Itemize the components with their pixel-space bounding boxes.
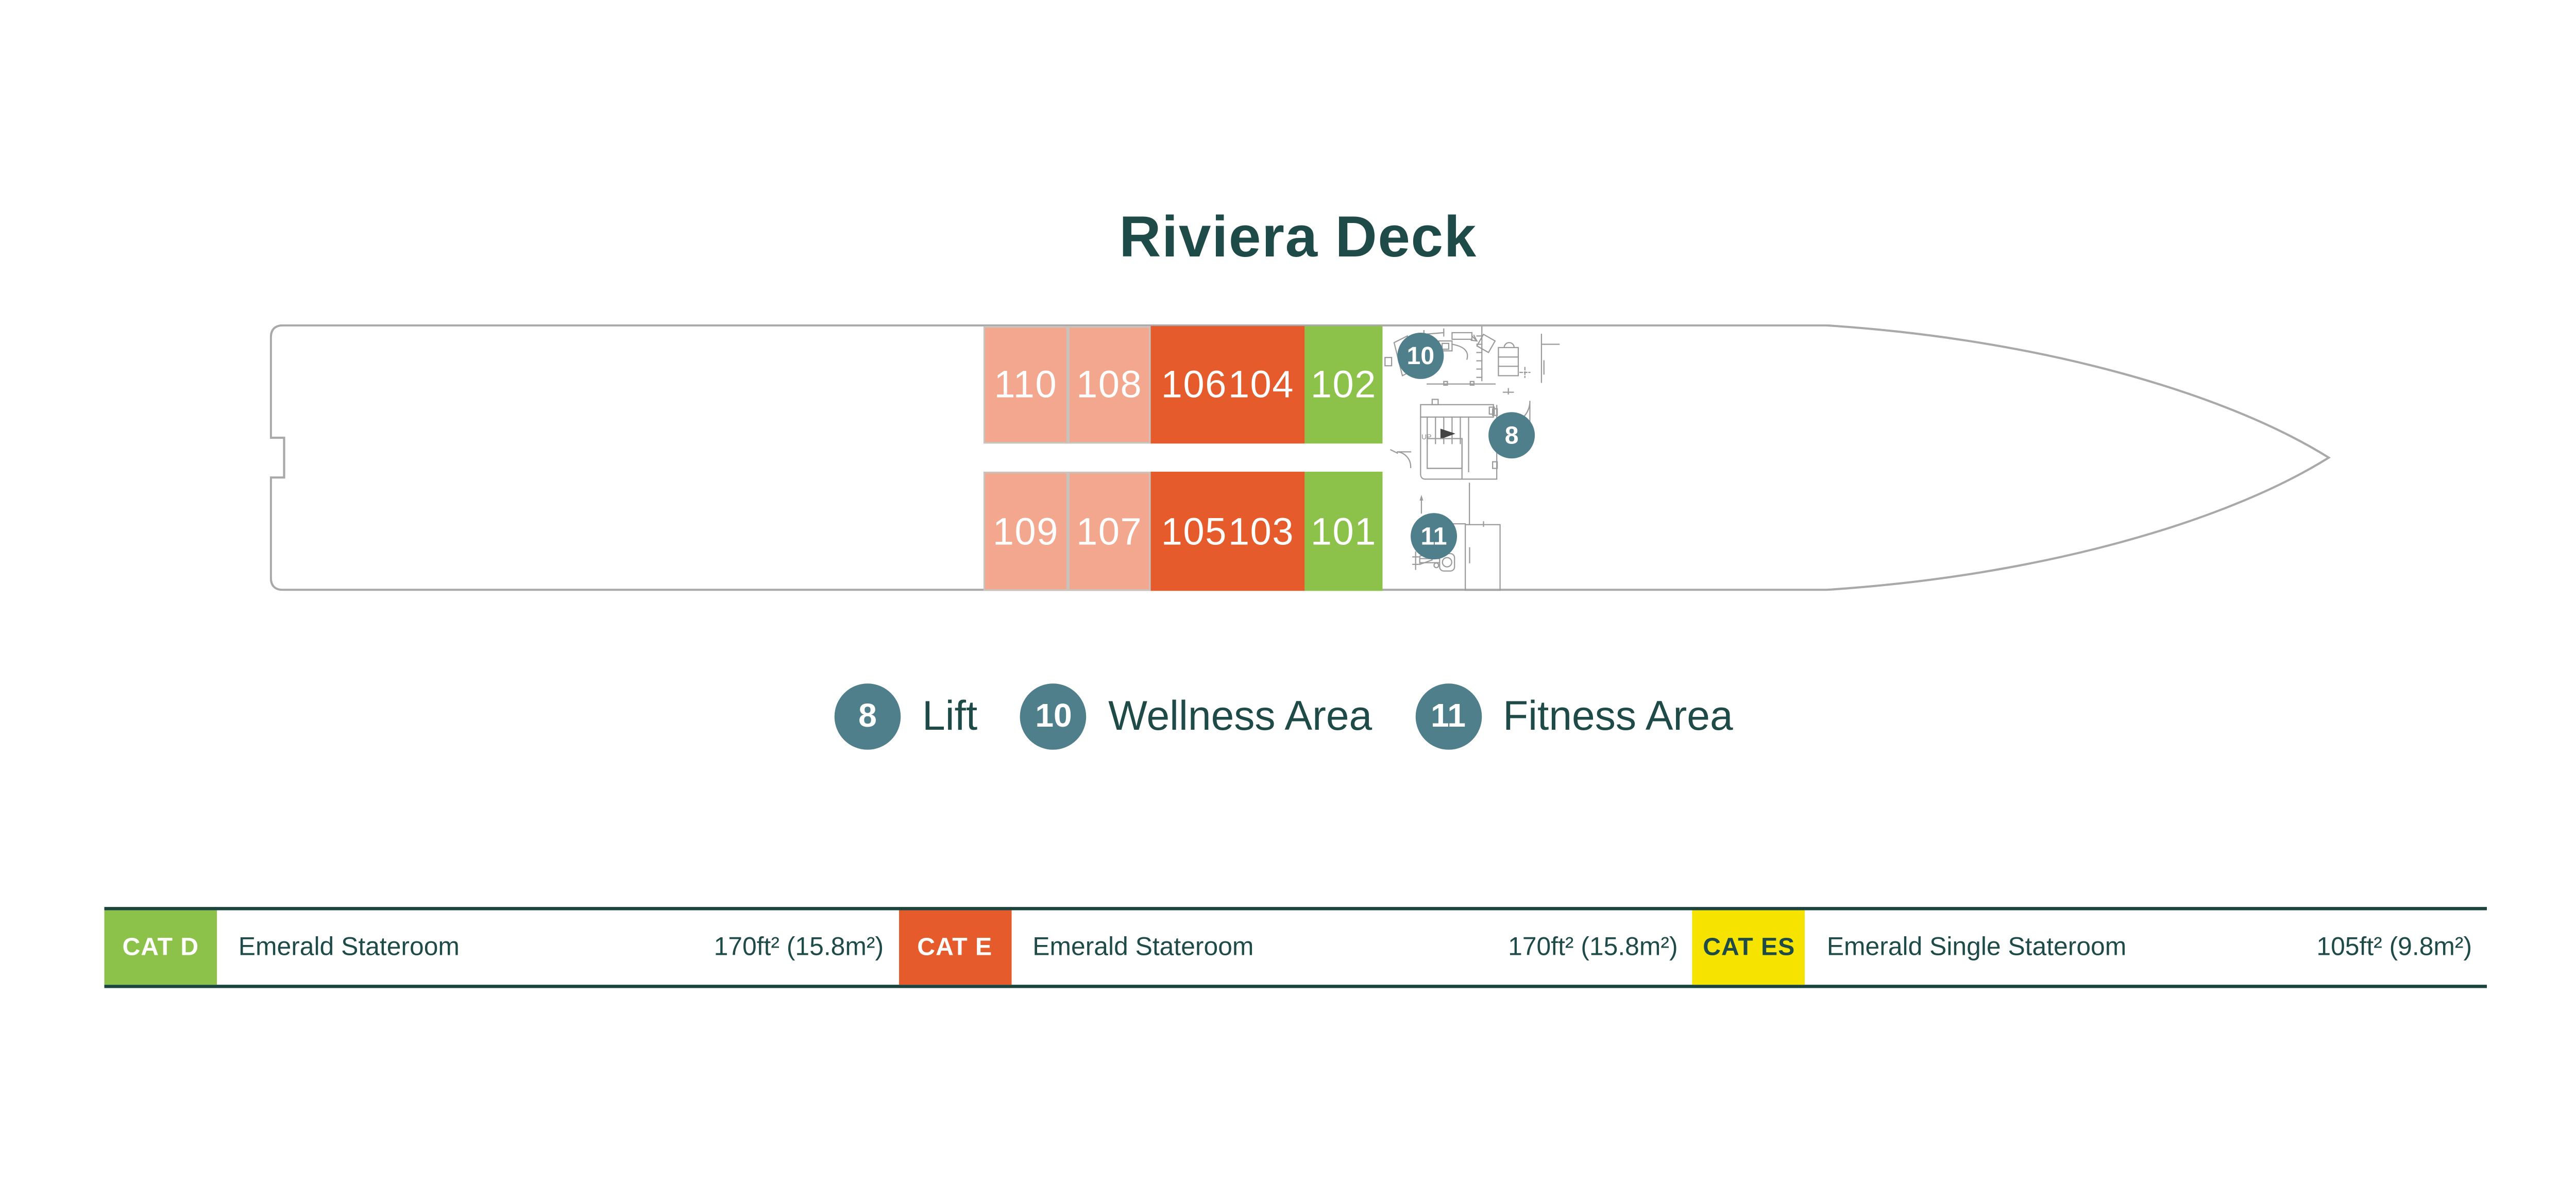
legend-badge: 8 [834,683,901,750]
category-swatch: CAT E [898,910,1011,985]
category-name: Emerald Stateroom [1032,932,1254,961]
room-number: 110 [994,362,1058,406]
facility-legend: 8 Lift 10 Wellness Area 11 Fitness Area [834,683,1733,750]
room-number: 103 [1228,509,1295,552]
room-101[interactable]: 101 [1304,471,1383,591]
room-number: 102 [1310,362,1377,406]
marker-number: 10 [1406,341,1435,370]
category-row-cat-d: CAT D Emerald Stateroom 170ft² (15.8m²) [104,910,899,985]
room-number: 106 [1161,362,1227,406]
marker-lift: 8 [1488,412,1535,459]
legend-badge: 10 [1020,683,1087,750]
legend-label: Fitness Area [1503,692,1733,739]
marker-fitness-area: 11 [1411,513,1458,560]
category-swatch: CAT D [104,910,217,985]
room-number: 109 [992,509,1059,552]
ship-hull-outline [269,324,2331,591]
legend-label: Lift [922,692,978,739]
room-102[interactable]: 102 [1304,326,1383,444]
category-name: Emerald Single Stateroom [1826,932,2127,961]
legend-item-wellness-area: 10 Wellness Area [1020,683,1372,750]
category-row-cat-e: CAT E Emerald Stateroom 170ft² (15.8m²) [898,910,1693,985]
category-table: CAT D Emerald Stateroom 170ft² (15.8m²) … [104,907,2487,988]
room-105-103[interactable]: 105 103 [1150,471,1305,591]
marker-number: 8 [1504,421,1519,450]
legend-item-lift: 8 Lift [834,683,978,750]
category-size: 170ft² (15.8m²) [714,932,884,961]
category-row-cat-es: CAT ES Emerald Single Stateroom 105ft² (… [1692,910,2487,985]
room-107[interactable]: 107 [1067,471,1151,591]
category-swatch: CAT ES [1692,910,1806,985]
room-number: 101 [1310,509,1377,552]
legend-badge: 11 [1415,683,1482,750]
category-name: Emerald Stateroom [238,932,460,961]
room-number: 105 [1161,509,1227,552]
legend-label: Wellness Area [1108,692,1372,739]
room-number: 108 [1076,362,1143,406]
category-size: 170ft² (15.8m²) [1508,932,1678,961]
room-106-104[interactable]: 106 104 [1150,326,1305,444]
room-number: 107 [1076,509,1143,552]
room-number: 104 [1228,362,1295,406]
marker-wellness-area: 10 [1397,332,1444,379]
marker-number: 11 [1420,522,1447,551]
stairs-up-label: UP [1421,433,1432,441]
category-size: 105ft² (9.8m²) [2316,932,2472,961]
legend-item-fitness-area: 11 Fitness Area [1415,683,1733,750]
page-title: Riviera Deck [1119,205,1477,270]
room-110[interactable]: 110 [983,326,1068,444]
room-108[interactable]: 108 [1067,326,1151,444]
room-109[interactable]: 109 [983,471,1068,591]
